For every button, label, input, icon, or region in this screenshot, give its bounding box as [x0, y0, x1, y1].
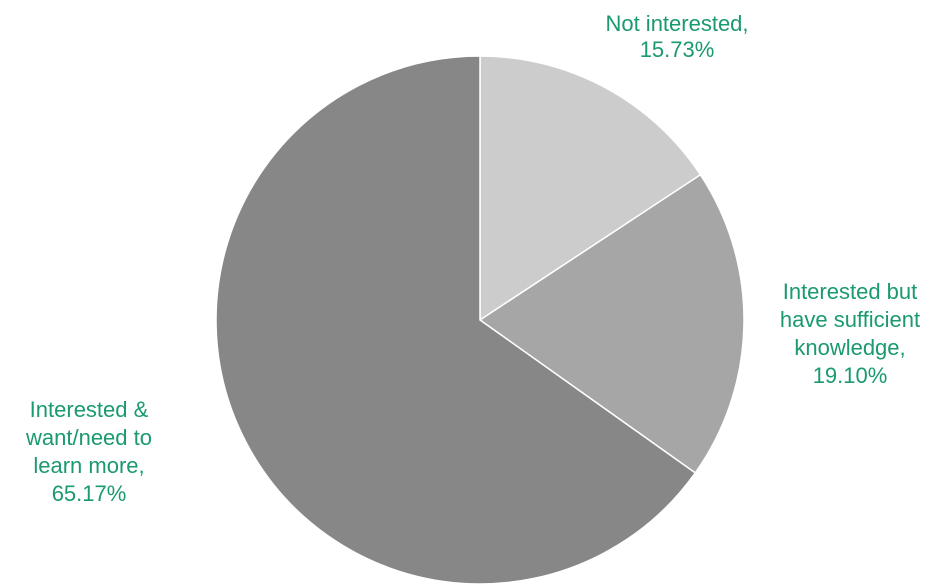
slice-label-line: Interested but — [783, 279, 918, 304]
slice-label-line: knowledge, — [794, 335, 905, 360]
pie-labels: Not interested, 15.73% Interested but have … — [25, 11, 920, 506]
slice-label-line: Interested & — [30, 397, 149, 422]
slice-label-3: Interested & want/need to learn more, 65.17… — [25, 397, 152, 506]
slice-label-line: 15.73% — [640, 37, 715, 62]
slice-label-line: have sufficient — [780, 307, 920, 332]
slice-label-line: Not interested, — [605, 11, 748, 36]
slice-label-line: want/need to — [25, 425, 152, 450]
pie-slice-2 — [478, 173, 745, 474]
pie-slice-3 — [215, 55, 697, 585]
pie-slices — [215, 55, 745, 585]
slice-label-1: Not interested, 15.73% — [605, 11, 748, 62]
slice-label-line: 19.10% — [813, 363, 888, 388]
slice-label-line: 65.17% — [52, 481, 127, 506]
pie-slice-1 — [479, 55, 702, 322]
slice-label-line: learn more, — [33, 453, 144, 478]
slice-label-2: Interested but have sufficient knowledge, 1… — [780, 279, 920, 388]
